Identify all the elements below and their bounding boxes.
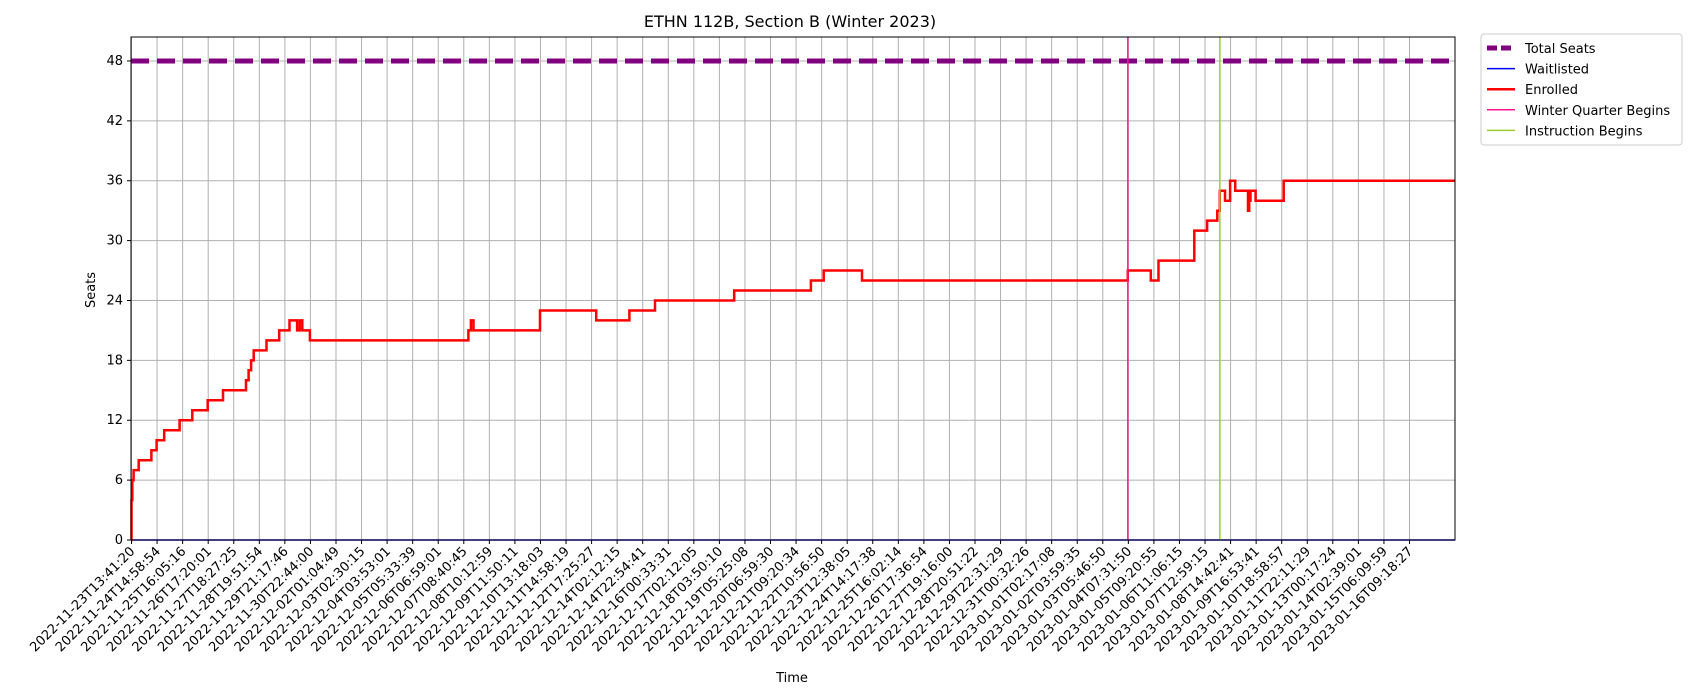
y-tick-label: 42 (106, 114, 123, 129)
y-tick-label: 6 (115, 473, 123, 488)
legend-label: Instruction Begins (1525, 124, 1643, 139)
plot-frame (130, 36, 1456, 541)
y-tick-label: 24 (106, 293, 123, 308)
y-axis-label: Seats (84, 272, 99, 308)
legend-label: Waitlisted (1525, 63, 1589, 78)
x-axis: 2022-11-23T13:41:202022-11-24T14:58:5420… (27, 540, 1416, 655)
legend: Total Seats Waitlisted Enrolled Winter Quar… (1480, 33, 1683, 146)
x-axis-label: Time (775, 671, 808, 686)
chart-title: ETHN 112B, Section B (Winter 2023) (644, 12, 936, 31)
legend-label: Winter Quarter Begins (1525, 104, 1670, 119)
y-tick-label: 48 (106, 54, 123, 69)
legend-label: Total Seats (1524, 42, 1596, 57)
y-tick-label: 18 (106, 353, 123, 368)
legend-box (1480, 33, 1683, 146)
legend-label: Enrolled (1525, 83, 1578, 98)
y-tick-label: 36 (106, 174, 123, 189)
series-enrolled (130, 179, 1455, 542)
grid (131, 37, 1455, 541)
y-tick-label: 12 (106, 413, 123, 428)
y-tick-label: 30 (106, 234, 123, 249)
y-tick-label: 0 (115, 533, 123, 548)
y-axis: 0 6 12 18 24 30 36 42 48 (106, 54, 131, 548)
